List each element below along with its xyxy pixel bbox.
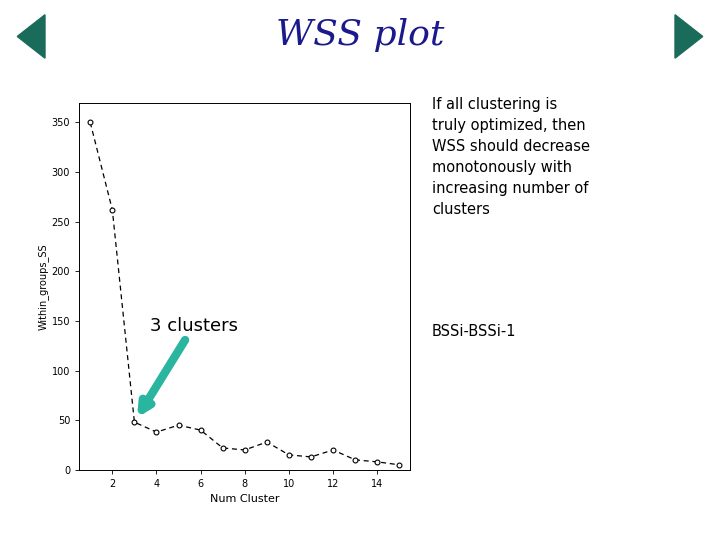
- X-axis label: Num Cluster: Num Cluster: [210, 495, 279, 504]
- Text: WSS plot: WSS plot: [276, 18, 444, 52]
- Text: If all clustering is
truly optimized, then
WSS should decrease
monotonously with: If all clustering is truly optimized, th…: [432, 97, 590, 217]
- Y-axis label: Within_groups_SS: Within_groups_SS: [38, 243, 49, 329]
- Text: BSSi-BSSi-1: BSSi-BSSi-1: [432, 324, 516, 339]
- Polygon shape: [17, 15, 45, 58]
- Text: 3 clusters: 3 clusters: [142, 317, 238, 410]
- Polygon shape: [675, 15, 703, 58]
